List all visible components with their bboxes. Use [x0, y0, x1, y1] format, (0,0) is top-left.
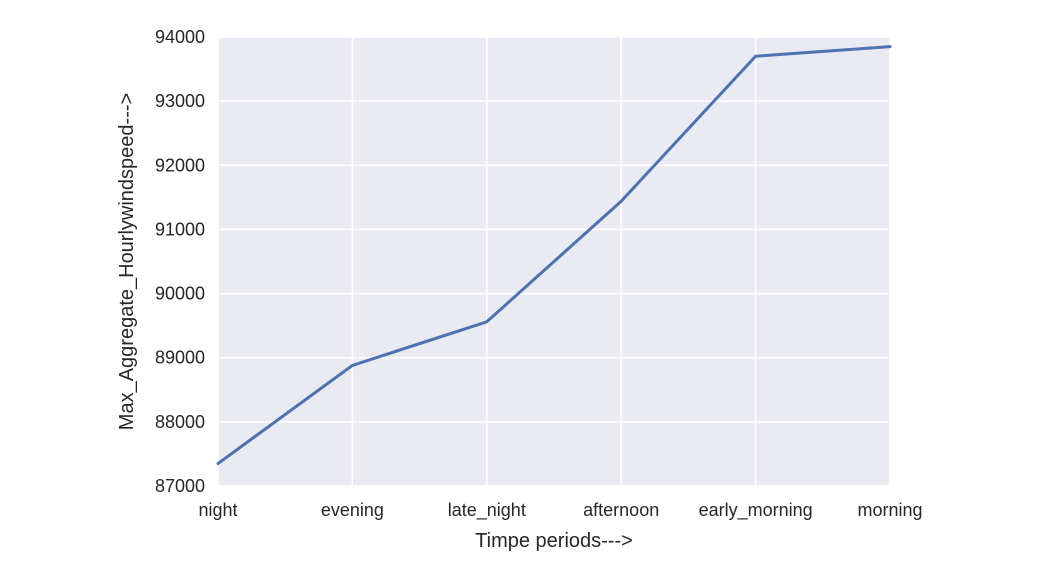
x-tick-label: morning	[857, 500, 922, 520]
y-tick-label: 92000	[155, 155, 205, 175]
series-line	[216, 45, 892, 466]
x-tick-label: night	[198, 500, 237, 520]
y-axis-ticks: 87000 88000 89000 90000 91000 92000 93000 94000	[155, 27, 205, 496]
x-axis-label: Timpe periods--->	[475, 530, 633, 552]
x-tick-label: evening	[321, 500, 384, 520]
y-tick-label: 88000	[155, 412, 205, 432]
x-axis-ticks: night evening late_night afternoon early_mor…	[198, 500, 922, 521]
x-tick-label: afternoon	[583, 500, 659, 520]
grid-lines	[217, 36, 891, 487]
y-tick-label: 94000	[155, 27, 205, 47]
y-tick-label: 91000	[155, 219, 205, 239]
y-tick-label: 89000	[155, 348, 205, 368]
series-layer	[216, 45, 892, 466]
y-tick-label: 87000	[155, 476, 205, 496]
y-tick-label: 90000	[155, 284, 205, 304]
x-tick-label: late_night	[448, 500, 526, 521]
y-axis-label: Max_Aggregate_Hourlywindspeed--->	[116, 93, 138, 430]
x-tick-label: early_morning	[699, 500, 813, 521]
y-tick-label: 93000	[155, 91, 205, 111]
